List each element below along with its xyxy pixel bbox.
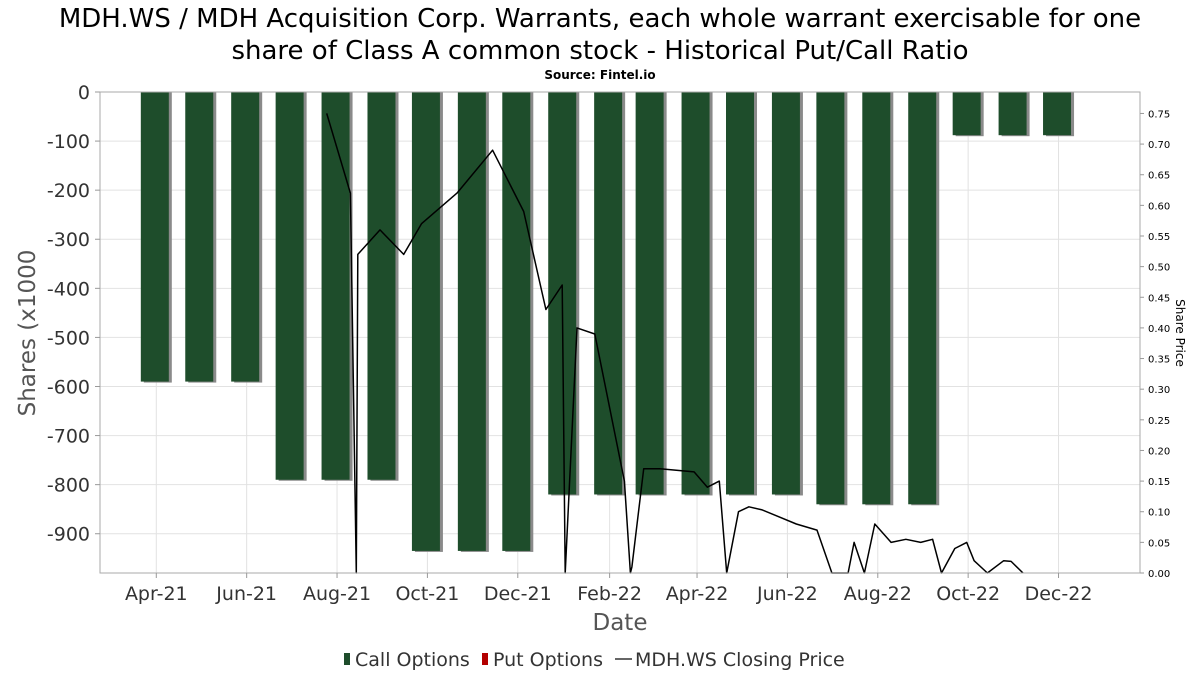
call-bar: [594, 92, 623, 495]
call-bar: [1043, 92, 1072, 136]
x-axis-ticks: Apr-21 Jun-21 Aug-21 Oct-21 Dec-21 Feb-22 Apr-…: [125, 573, 1092, 605]
x-tick-label: Aug-21: [303, 583, 371, 605]
y-tick-label: 0: [78, 82, 90, 104]
plot-frame: [99, 91, 1141, 574]
y-tick-label: -800: [47, 475, 90, 497]
x-tick-label: Jun-22: [756, 583, 818, 605]
chart-subtitle: Source: Fintel.io: [544, 68, 655, 82]
call-bar: [681, 92, 710, 495]
y-axis-right-ticks: 0.00 0.05 0.10 0.15 0.20 0.25 0.30 0.35 0.40 0.45…: [1140, 109, 1170, 580]
legend-swatch-call: [344, 653, 350, 665]
x-axis-label: Date: [593, 610, 648, 636]
call-bar: [457, 92, 486, 551]
y-tick-label: -700: [47, 426, 90, 448]
y2-tick-label: 0.10: [1148, 508, 1170, 519]
y2-tick-label: 0.75: [1148, 109, 1170, 120]
x-tick-label: Jun-21: [215, 583, 277, 605]
legend-label-call: Call Options: [355, 649, 470, 671]
y-tick-label: -900: [47, 524, 90, 546]
y-tick-label: -100: [47, 131, 90, 153]
y-tick-label: -400: [47, 278, 90, 300]
legend-swatch-put: [482, 653, 488, 665]
y2-tick-label: 0.30: [1148, 385, 1170, 396]
x-tick-label: Apr-22: [666, 583, 729, 605]
call-options-bars: [140, 92, 1075, 552]
y2-tick-label: 0.05: [1148, 538, 1170, 549]
x-tick-label: Dec-21: [484, 583, 552, 605]
y2-tick-label: 0.15: [1148, 477, 1170, 488]
call-bar: [502, 92, 531, 551]
y-axis-left-ticks: 0 -100 -200 -300 -400 -500 -600 -700 -800 -900: [47, 82, 100, 546]
y2-tick-label: 0.35: [1148, 355, 1170, 366]
call-bar: [231, 92, 260, 382]
x-tick-label: Dec-22: [1025, 583, 1093, 605]
y2-tick-label: 0.50: [1148, 263, 1170, 274]
y2-tick-label: 0.60: [1148, 201, 1170, 212]
call-bar: [140, 92, 169, 382]
y-axis-label: Shares (x1000: [15, 250, 41, 417]
call-bar: [771, 92, 800, 495]
x-tick-label: Feb-22: [577, 583, 642, 605]
y2-tick-label: 0.55: [1148, 232, 1170, 243]
x-tick-label: Aug-22: [844, 583, 912, 605]
y2-tick-label: 0.40: [1148, 324, 1170, 335]
call-bar: [275, 92, 304, 480]
y2-tick-label: 0.65: [1148, 171, 1170, 182]
legend-label-price: MDH.WS Closing Price: [635, 649, 845, 671]
x-tick-label: Oct-21: [395, 583, 459, 605]
call-bar: [726, 92, 754, 495]
call-bar: [185, 92, 214, 382]
chart-title-line-1: MDH.WS / MDH Acquisition Corp. Warrants,…: [59, 4, 1141, 34]
y2-tick-label: 0.45: [1148, 293, 1170, 304]
y-tick-label: -500: [47, 327, 90, 349]
call-bar: [367, 92, 396, 480]
y2-tick-label: 0.70: [1148, 140, 1170, 151]
call-bar: [908, 92, 937, 505]
call-bar: [635, 92, 664, 495]
chart-title-line-2: share of Class A common stock - Historic…: [231, 36, 968, 66]
call-bar: [952, 92, 981, 136]
legend: Call Options Put Options MDH.WS Closing …: [344, 649, 845, 671]
y-tick-label: -200: [47, 180, 90, 202]
y-tick-label: -600: [47, 376, 90, 398]
y-tick-label: -300: [47, 229, 90, 251]
y2-tick-label: 0.20: [1148, 446, 1170, 457]
call-bar: [998, 92, 1027, 136]
x-tick-label: Apr-21: [125, 583, 188, 605]
call-bar: [862, 92, 891, 505]
y2-tick-label: 0.25: [1148, 416, 1170, 427]
call-bar: [411, 92, 440, 551]
x-tick-label: Oct-22: [936, 583, 1000, 605]
legend-label-put: Put Options: [493, 649, 603, 671]
call-bar: [321, 92, 350, 480]
call-bar: [816, 92, 845, 505]
y2-axis-label: Share Price: [1173, 299, 1187, 367]
y2-tick-label: 0.00: [1148, 569, 1170, 580]
